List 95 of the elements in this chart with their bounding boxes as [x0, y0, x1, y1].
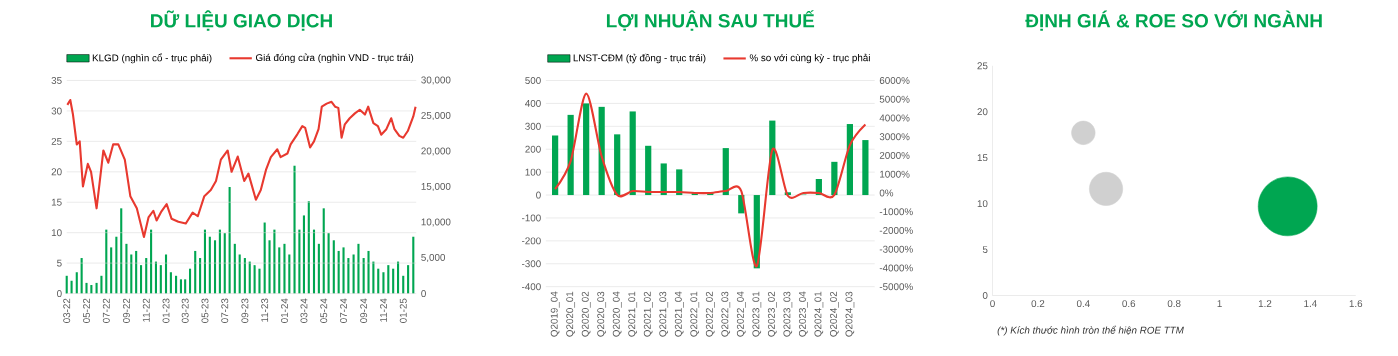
y2-tick-label: 2000%	[879, 151, 910, 159]
x-tick-label: 0.4	[1076, 299, 1090, 307]
x-tick-label: Q2022_03	[721, 291, 731, 337]
y2-tick-label: 20,000	[421, 147, 451, 156]
chart-title: LỢI NHUẬN SAU THUẾ	[606, 10, 815, 31]
x-tick-label: Q2024_03	[845, 291, 855, 337]
y-tick-label: 5	[982, 245, 988, 253]
x-tick-label: 0.2	[1031, 299, 1045, 307]
x-tick-label: 03-23	[181, 298, 189, 323]
x-tick-label: 03-24	[300, 298, 308, 323]
x-tick-label: Q2023_01	[752, 291, 762, 337]
x-tick-label: Q2024_01	[814, 291, 824, 337]
y-tick-label: 15	[51, 198, 62, 206]
chart-title: ĐỊNH GIÁ & ROE SO VỚI NGÀNH	[1025, 10, 1322, 31]
y2-tick-label: -2000%	[879, 226, 913, 234]
y2-tick-label: 1000%	[880, 170, 910, 178]
y2-tick-label: 3000%	[879, 133, 910, 141]
y2-tick-label: 0%	[879, 189, 894, 197]
x-tick-label: Q2023_04	[798, 291, 808, 337]
x-tick-label: 03-22	[63, 298, 71, 323]
y-tick-label: 35	[51, 76, 62, 84]
x-tick-label: 1.4	[1304, 299, 1317, 307]
x-tick-label: Q2022_01	[690, 291, 700, 337]
y-tick-label: 20	[977, 108, 988, 116]
x-tick-label: 01-25	[399, 298, 407, 323]
x-tick-label: Q2020_01	[566, 291, 576, 337]
y-tick-label: 30	[51, 107, 62, 115]
y2-tick-label: -4000%	[879, 264, 913, 272]
y2-tick-label: -5000%	[879, 283, 913, 290]
x-tick-label: 11-22	[142, 298, 150, 322]
y2-tick-label: -1000%	[879, 208, 913, 215]
text: (*) Kích thước hình tròn thể hiện ROE TTM	[997, 325, 1184, 336]
y-tick-label: -300	[521, 260, 541, 268]
y-tick-label: 300	[525, 122, 541, 130]
y-tick-label: 0	[536, 191, 541, 199]
y-tick-label: 200	[525, 145, 541, 153]
x-tick-label: 07-24	[340, 298, 348, 323]
x-tick-label: 01-24	[280, 298, 288, 323]
x-tick-label: 07-22	[102, 298, 110, 323]
y2-tick-label: 4000%	[879, 114, 910, 122]
legend-label: % so với cùng kỳ - trục phải	[749, 53, 870, 63]
x-tick-label: Q2021_02	[643, 291, 653, 337]
legend-label: LNST-CĐM (tỷ đồng - trục trái)	[573, 53, 706, 64]
y-tick-label: -200	[521, 237, 541, 245]
y-tick-label: -400	[521, 283, 541, 290]
y2-tick-label: 30,000	[421, 76, 451, 85]
y2-tick-label: 6000%	[879, 76, 910, 84]
x-tick-label: 1.6	[1349, 299, 1363, 307]
x-tick-label: Q2021_01	[628, 291, 638, 337]
y2-tick-label: 5,000	[421, 253, 446, 262]
x-tick-label: 1.2	[1258, 299, 1272, 307]
x-tick-label: 0	[990, 299, 995, 307]
x-tick-label: 05-23	[201, 298, 209, 323]
y2-tick-label: 25,000	[421, 111, 451, 120]
x-tick-label: Q2021_04	[674, 291, 684, 337]
x-tick-label: 07-23	[221, 298, 229, 323]
y-tick-label: -100	[521, 214, 541, 222]
x-tick-label: Q2022_04	[736, 291, 746, 337]
x-tick-label: Q2020_02	[581, 291, 591, 337]
y2-tick-label: 15,000	[421, 182, 451, 191]
x-tick-label: Q2023_03	[783, 291, 793, 337]
y2-tick-label: -3000%	[879, 245, 913, 253]
x-tick-label: Q2020_03	[597, 291, 607, 337]
x-tick-label: Q2020_04	[612, 291, 622, 337]
y-tick-label: 400	[525, 99, 541, 107]
y-tick-label: 100	[525, 168, 541, 176]
x-tick-label: Q2019_04	[550, 291, 560, 337]
chart-title: DỮ LIỆU GIAO DỊCH	[151, 10, 332, 31]
y-tick-label: 25	[51, 137, 62, 145]
y2-tick-label: 5000%	[879, 95, 910, 103]
y-tick-label: 15	[977, 154, 988, 161]
x-tick-label: 05-22	[83, 298, 90, 323]
x-tick-label: 11-23	[261, 298, 269, 322]
y-tick-label: 20	[51, 168, 62, 176]
x-tick-label: 09-23	[241, 298, 249, 323]
x-tick-label: 11-24	[380, 298, 387, 322]
x-tick-label: 09-22	[122, 298, 130, 323]
y-tick-label: 5	[57, 259, 62, 267]
x-tick-label: 01-23	[162, 298, 170, 323]
x-tick-label: Q2023_02	[767, 291, 777, 337]
y-tick-label: 500	[525, 76, 541, 84]
x-tick-label: 0.6	[1122, 299, 1136, 307]
legend-label: KLGD (nghìn cổ - trục phải)	[92, 53, 212, 64]
x-tick-label: 09-24	[360, 298, 368, 323]
x-tick-label: Q2024_02	[829, 291, 839, 337]
x-tick-label: 1	[1217, 299, 1222, 307]
y-tick-label: 10	[51, 229, 62, 236]
y-tick-label: 10	[977, 199, 988, 207]
legend-label: Giá đóng cửa (nghìn VND - trục trái)	[255, 53, 414, 63]
x-tick-label: 0.8	[1167, 299, 1181, 307]
x-tick-label: Q2022_02	[705, 291, 715, 337]
y2-tick-label: 10,000	[421, 218, 451, 227]
x-tick-label: Q2021_03	[659, 291, 669, 337]
x-tick-label: 05-24	[320, 298, 328, 323]
y-tick-label: 25	[977, 62, 988, 70]
